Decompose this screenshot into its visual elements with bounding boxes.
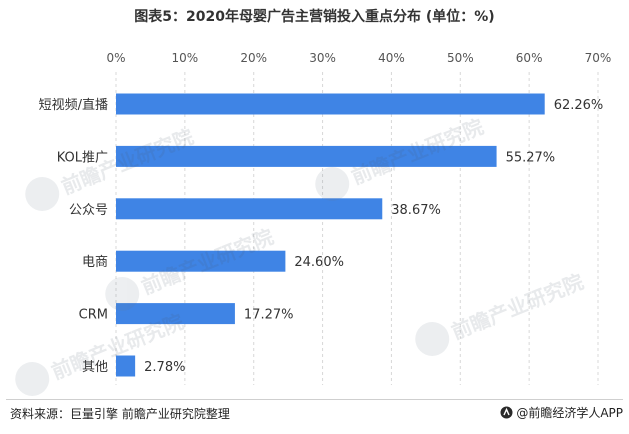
source-note: 资料来源：巨量引擎 前瞻产业研究院整理 bbox=[10, 407, 230, 421]
footer-divider bbox=[6, 399, 623, 400]
x-tick-label: 60% bbox=[516, 51, 543, 65]
x-tick-label: 20% bbox=[240, 51, 267, 65]
bar bbox=[116, 198, 383, 220]
data-label: 55.27% bbox=[506, 150, 556, 165]
category-label: CRM bbox=[79, 308, 108, 323]
data-label: 17.27% bbox=[244, 308, 294, 323]
data-label: 38.67% bbox=[391, 203, 441, 218]
bar bbox=[116, 93, 545, 115]
x-tick-label: 70% bbox=[585, 51, 612, 65]
x-tick-label: 30% bbox=[309, 51, 336, 65]
brand-text: @前瞻经济学人APP bbox=[516, 406, 623, 420]
data-label: 62.26% bbox=[554, 98, 604, 113]
x-tick-label: 0% bbox=[106, 51, 125, 65]
category-label: 短视频/直播 bbox=[39, 98, 108, 113]
brand-logo-icon bbox=[500, 406, 513, 419]
bar bbox=[116, 250, 286, 272]
x-tick-label: 40% bbox=[378, 51, 405, 65]
bar bbox=[116, 145, 497, 167]
data-label: 2.78% bbox=[144, 360, 185, 375]
category-label: 其他 bbox=[82, 360, 108, 375]
brand-credit: @前瞻经济学人APP bbox=[500, 404, 623, 421]
category-label: 公众号 bbox=[69, 203, 108, 218]
data-label: 24.60% bbox=[294, 255, 344, 270]
x-tick-label: 10% bbox=[172, 51, 199, 65]
bar bbox=[116, 355, 136, 377]
chart-title: 图表5：2020年母婴广告主营销投入重点分布 (单位：%) bbox=[134, 9, 495, 25]
bar bbox=[116, 303, 235, 325]
bar-chart: 0% 10% 20% 30% 40% 50% 60% 70% 短视频/直播 62.26% KOL推广… bbox=[39, 51, 612, 385]
category-label: 电商 bbox=[82, 255, 108, 270]
x-tick-label: 50% bbox=[447, 51, 474, 65]
category-label: KOL推广 bbox=[57, 150, 108, 165]
